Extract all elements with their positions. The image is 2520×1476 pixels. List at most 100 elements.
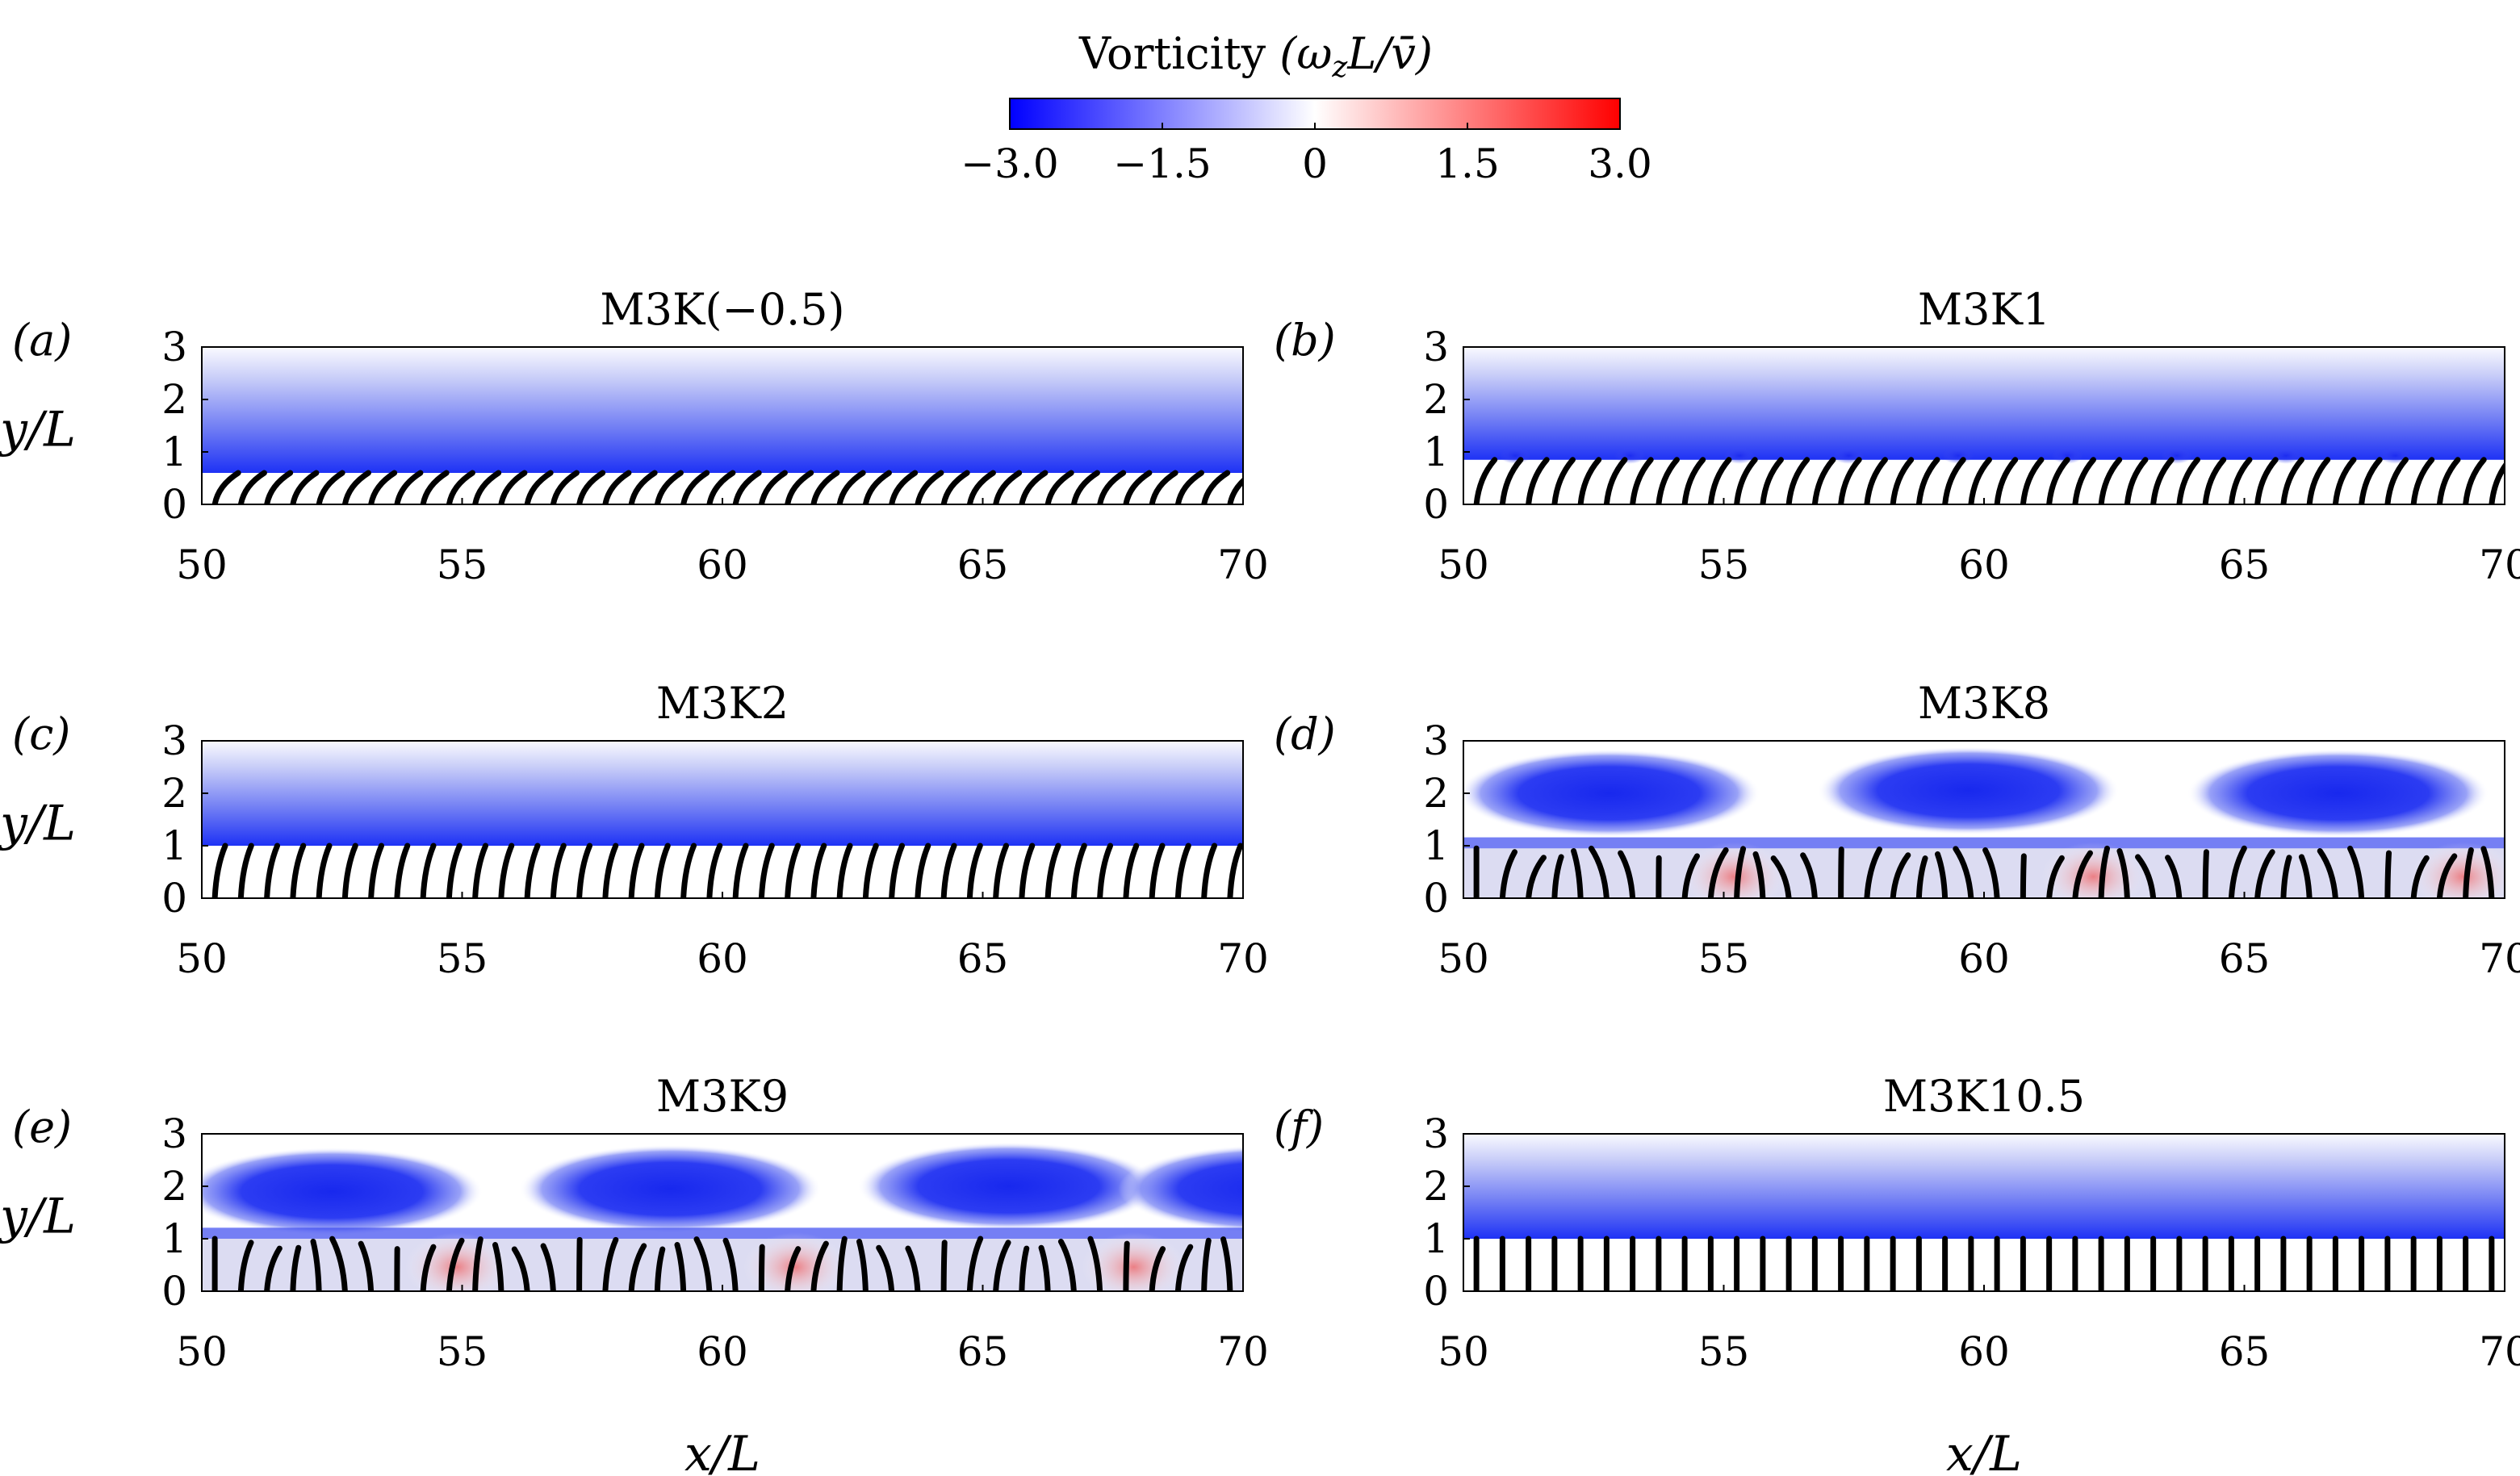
canopy-stem — [2280, 457, 2304, 504]
canopy-stem — [290, 470, 320, 504]
canopy-stem — [550, 843, 567, 898]
canopy-stem — [446, 843, 463, 898]
canopy-stem — [524, 470, 554, 504]
y-tick-label: 2 — [1423, 1163, 1449, 1210]
canopy-stem — [758, 1244, 765, 1291]
canopy-stem — [211, 843, 228, 898]
canopy-stem — [290, 1244, 302, 1291]
canopy-stem — [1174, 1244, 1194, 1291]
vortex — [1118, 1145, 1243, 1233]
canopy-stem — [628, 843, 645, 898]
canopy-stem — [1603, 457, 1628, 504]
canopy-stem — [1838, 847, 1844, 898]
canopy-stem — [316, 843, 333, 898]
canopy-stem — [1934, 851, 1949, 898]
canopy-stem — [2098, 457, 2123, 504]
canopy-stem — [693, 1236, 713, 1291]
canopy-stem — [1220, 1236, 1233, 1291]
canopy-stem — [540, 1243, 556, 1291]
panel-title: M3K(−0.5) — [600, 284, 844, 335]
canopy-stem — [2046, 855, 2065, 898]
canopy-stem — [862, 843, 879, 898]
canopy-stem — [836, 1236, 848, 1291]
panel-label: (b) — [1274, 315, 1336, 366]
canopy-stem — [1982, 847, 2000, 898]
canopy-stem — [732, 470, 762, 504]
canopy-stem — [856, 1238, 869, 1291]
canopy-stem — [862, 470, 892, 504]
canopy-stem — [1811, 457, 1836, 504]
canopy-stem — [1044, 470, 1074, 504]
canopy-stem — [2436, 853, 2458, 898]
x-axis-label: x/L — [1946, 1426, 2022, 1476]
canopy-stem — [2384, 850, 2392, 898]
canopy-stem — [2228, 845, 2247, 898]
x-tick-label: 70 — [1217, 541, 1269, 588]
canopy-stem — [2124, 457, 2149, 504]
canopy-stem — [810, 843, 827, 898]
x-tick-label: 65 — [2219, 935, 2271, 982]
canopy-stem — [329, 1236, 348, 1291]
canopy-stem — [1070, 470, 1100, 504]
canopy-stem — [1577, 457, 1602, 504]
canopy-stem — [1123, 1240, 1130, 1291]
colorbar-tick-label: −1.5 — [1113, 140, 1211, 187]
x-tick-label: 55 — [437, 935, 488, 982]
panel-f: M3K10.5 (f) 0 1 2 3 50 55 60 65 70 x/L — [1274, 1071, 2520, 1476]
canopy-stem — [2202, 849, 2209, 898]
y-tick-label: 2 — [161, 376, 187, 423]
canopy-stem — [1499, 457, 1524, 504]
canopy-stem — [1942, 457, 1966, 504]
canopy-stem — [2020, 853, 2027, 898]
canopy-stem — [394, 470, 424, 504]
canopy-stems — [211, 1236, 1233, 1291]
canopy-stem — [810, 470, 840, 504]
canopy-stem — [2150, 457, 2175, 504]
canopy-stem — [836, 470, 866, 504]
panel-title: M3K8 — [1918, 678, 2050, 729]
canopy-stem — [1227, 477, 1243, 504]
y-axis-label: y/L — [0, 796, 76, 852]
canopy-stem — [2410, 855, 2430, 898]
x-tick-label: 50 — [176, 1328, 228, 1375]
canopy-stem — [341, 470, 371, 504]
canopy-stem — [2165, 855, 2183, 898]
canopy-stem — [2228, 457, 2253, 504]
x-tick-label: 65 — [2219, 541, 2271, 588]
canopy-stem — [905, 1245, 921, 1291]
positive-patch — [2041, 842, 2145, 898]
canopy-stem — [628, 470, 658, 504]
colorbar-tick-label: 0 — [1302, 140, 1328, 187]
canopy-stem — [1526, 855, 1547, 898]
y-tick-label: 3 — [161, 717, 187, 764]
canopy-stem — [1551, 854, 1564, 898]
panel-e: M3K9 (e) 0 1 2 3 50 55 60 65 70 y/L x/L — [0, 1071, 1269, 1476]
canopy-stem — [524, 843, 541, 898]
vorticity-field — [1463, 741, 2505, 898]
canopy-stem — [1734, 846, 1747, 898]
canopy-stem — [836, 843, 853, 898]
canopy-stem — [1707, 847, 1729, 898]
shear-layer — [202, 741, 1243, 846]
canopy-stem — [758, 843, 775, 898]
canopy-stem — [1968, 457, 1992, 504]
canopy-stem — [2072, 850, 2093, 898]
canopy-stem — [1890, 852, 1911, 898]
canopy-stems — [211, 470, 1243, 504]
canopy-stem — [1019, 1245, 1030, 1291]
canopy-stem — [2359, 457, 2383, 504]
panels: M3K(−0.5) (a) 0 1 2 3 50 55 60 65 70 y/L M3K1 (b) 0 1 2 3… — [0, 284, 2520, 1476]
y-tick-label: 1 — [161, 822, 187, 869]
canopy-stem — [785, 843, 802, 898]
canopy-stem — [1953, 846, 1974, 898]
y-tick-label: 0 — [1423, 481, 1449, 528]
canopy-stem — [1019, 843, 1036, 898]
canopy-stem — [1551, 457, 1576, 504]
canopy-stem — [576, 843, 593, 898]
y-tick-label: 3 — [161, 1110, 187, 1157]
x-tick-label: 55 — [437, 1328, 488, 1375]
y-tick-label: 0 — [161, 1268, 187, 1315]
vorticity-field — [202, 1134, 1243, 1291]
panel-label: (f) — [1274, 1102, 1324, 1152]
canopy-stem — [966, 1236, 984, 1291]
